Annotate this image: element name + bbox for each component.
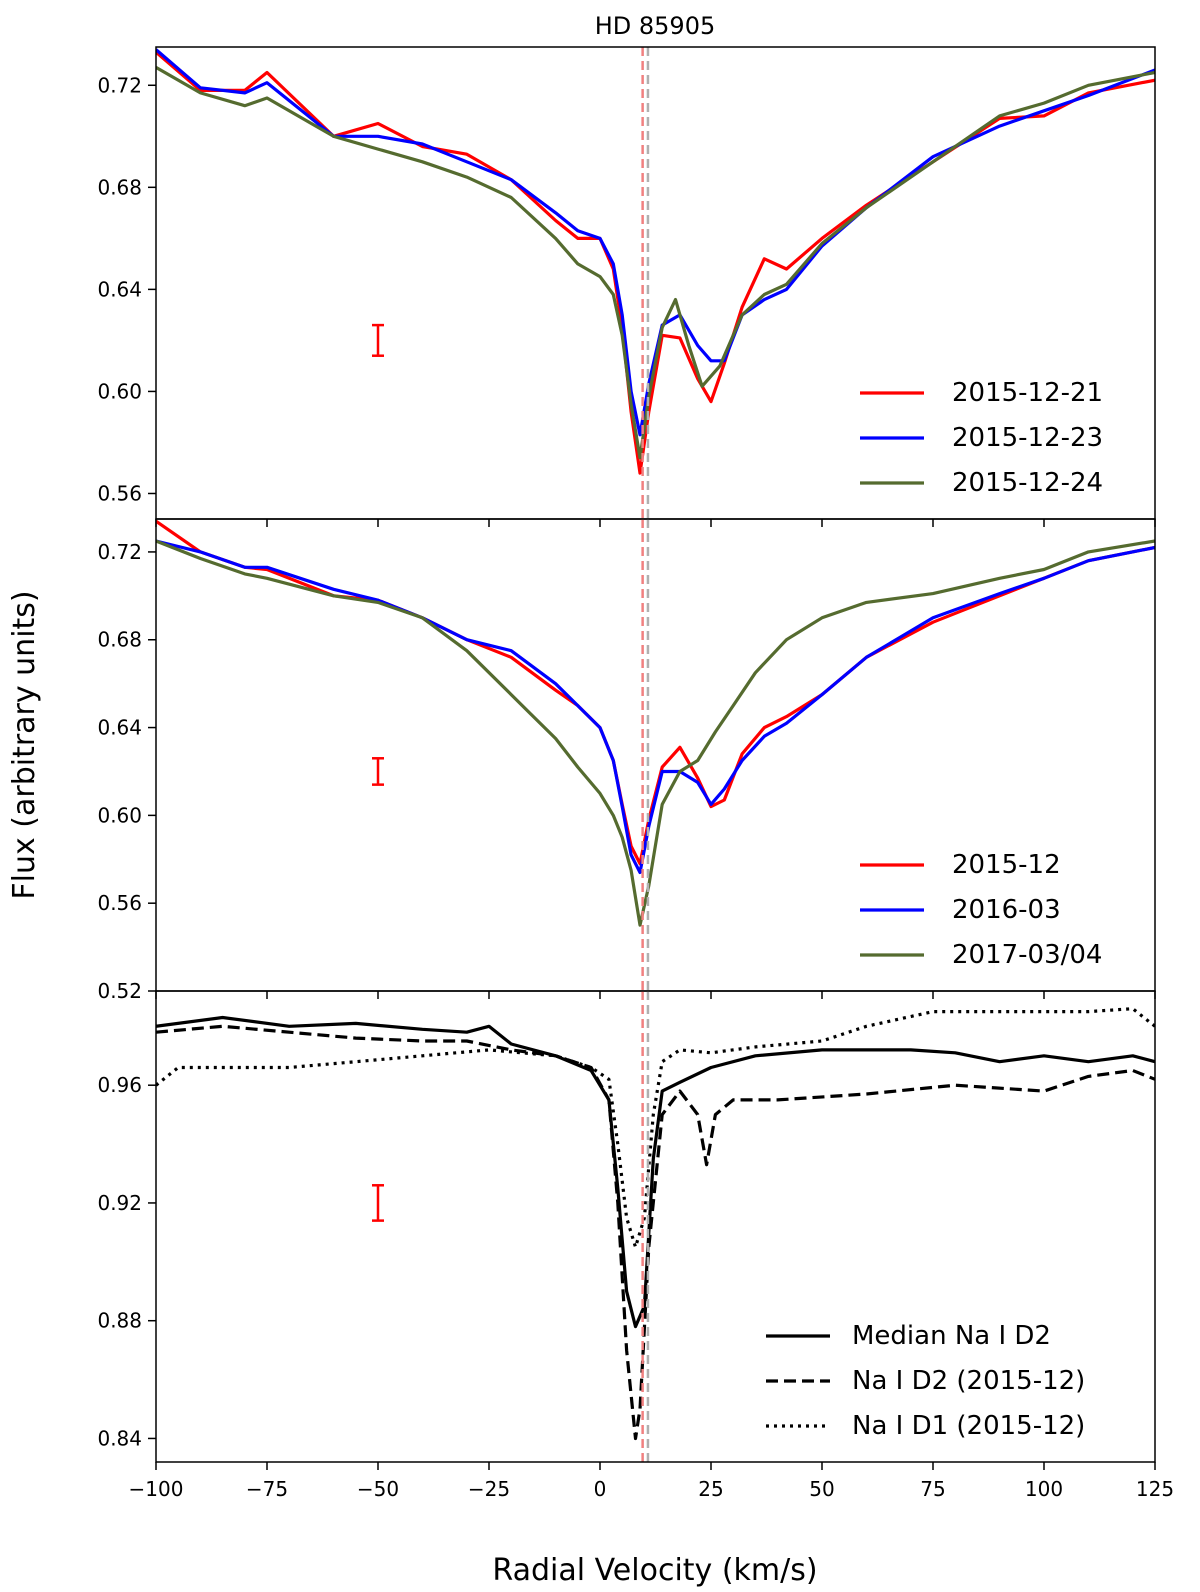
series-line-na-i-d1-2015-12- — [156, 1007, 1155, 1249]
y-tick-label-middle: 0.56 — [97, 891, 142, 915]
panel-top: 0.56 0.60 0.64 0.68 0.72 2015-12-21 2015-12-23… — [97, 46, 1156, 527]
y-tick-label-top: 0.72 — [97, 73, 142, 97]
legend-label: 2015-12-23 — [952, 423, 1103, 453]
plot-area-middle — [156, 519, 1155, 991]
series-line-2017-03-04 — [156, 539, 1155, 927]
y-tick-label-middle: 0.60 — [97, 803, 142, 827]
panel-frame-bottom — [155, 990, 1156, 1463]
y-tick-label-middle: 0.72 — [97, 540, 142, 564]
y-tick-label-top: 0.60 — [97, 379, 142, 403]
legend-label: 2015-12 — [952, 850, 1061, 880]
y-tick-label-top: 0.56 — [97, 481, 142, 505]
legend-label: 2015-12-24 — [952, 468, 1103, 498]
legend-label: 2017-03/04 — [952, 940, 1102, 970]
x-tick-label: 25 — [698, 1477, 723, 1501]
y-tick-label-top: 0.64 — [97, 277, 142, 301]
series-line-median-na-i-d2 — [156, 1015, 1155, 1329]
plot-layer: 0.56 0.60 0.64 0.68 0.72 2015-12-21 2015-12-23… — [97, 46, 1174, 1501]
y-tick-label-top: 0.68 — [97, 175, 142, 199]
x-tick-label: 50 — [809, 1477, 834, 1501]
legend-top: 2015-12-21 2015-12-23 2015-12-24 — [860, 378, 1103, 498]
chart-title: HD 85905 — [595, 12, 716, 40]
x-axis-label: Radial Velocity (km/s) — [492, 1553, 817, 1588]
error-bar-top — [372, 323, 384, 357]
legend-label: Median Na I D2 — [852, 1321, 1051, 1351]
y-tick-label-middle: 0.64 — [97, 716, 142, 740]
legend-label: Na I D2 (2015-12) — [852, 1366, 1085, 1396]
y-tick-label-bottom: 0.96 — [97, 1073, 142, 1097]
legend-label: 2016-03 — [952, 895, 1061, 925]
series-line-2015-12-24 — [156, 66, 1155, 460]
legend-middle: 2015-12 2016-03 2017-03/04 — [860, 850, 1102, 970]
x-tick-label: 100 — [1025, 1477, 1063, 1501]
series-line-2016-03 — [156, 539, 1155, 875]
x-tick-label: 0 — [594, 1477, 607, 1501]
error-bar-middle — [372, 757, 384, 786]
x-tick-label: 125 — [1136, 1477, 1174, 1501]
x-tick-label: −25 — [468, 1477, 510, 1501]
panel-bottom: 0.84 0.88 0.92 0.96 −100 −75 −50 −25 0 25 50 75 100 1… — [97, 990, 1174, 1501]
plot-area-bottom — [156, 991, 1155, 1462]
legend-label: Na I D1 (2015-12) — [852, 1411, 1085, 1441]
legend-bottom: Median Na I D2 Na I D2 (2015-12) Na I D1 (… — [766, 1321, 1085, 1441]
legend-label: 2015-12-21 — [952, 378, 1103, 408]
series-line-na-i-d2-2015-12- — [156, 1024, 1155, 1441]
plot-area-top — [156, 47, 1155, 519]
x-tick-label: −75 — [246, 1477, 288, 1501]
y-tick-label-bottom: 0.92 — [97, 1191, 142, 1215]
y-axis-label: Flux (arbitrary units) — [7, 590, 42, 899]
x-tick-label: 75 — [920, 1477, 945, 1501]
error-bar-bottom — [372, 1184, 384, 1222]
y-tick-label-middle: 0.52 — [97, 979, 142, 1003]
y-tick-label-middle: 0.68 — [97, 628, 142, 652]
y-tick-label-bottom: 0.84 — [97, 1426, 142, 1450]
x-tick-label: −50 — [357, 1477, 399, 1501]
x-tick-label: −100 — [129, 1477, 184, 1501]
series-line-2015-12-21 — [156, 50, 1155, 475]
y-tick-label-bottom: 0.88 — [97, 1309, 142, 1333]
